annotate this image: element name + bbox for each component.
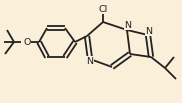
Text: O: O [23,37,31,46]
Text: Cl: Cl [98,5,108,13]
Text: N: N [124,20,132,29]
Text: N: N [145,26,153,36]
Text: N: N [86,57,94,66]
